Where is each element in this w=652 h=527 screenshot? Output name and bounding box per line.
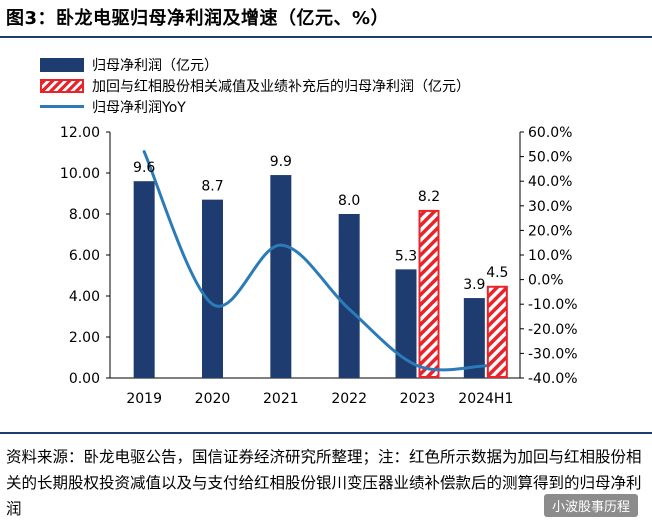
x-tick-label: 2022 (331, 391, 367, 407)
yoy-point (211, 302, 214, 306)
yoy-point (279, 243, 283, 247)
x-tick-label: 2021 (263, 391, 299, 407)
yoy-point (416, 364, 419, 368)
bar-label-net-profit: 9.6 (133, 160, 155, 176)
x-tick-label: 2019 (126, 391, 162, 407)
legend: 归母净利润（亿元） 加回与红相股份相关减值及业绩补充后的归母净利润（亿元） 归母… (40, 54, 470, 117)
bar-net-profit (133, 181, 155, 378)
bar-label-adjusted-profit: 8.2 (418, 189, 440, 205)
bar-label-net-profit: 3.9 (463, 277, 485, 293)
y-left-tick-label: 10.00 (60, 166, 100, 182)
title-rule (0, 36, 652, 38)
y-right-tick-label: -40.0% (528, 371, 578, 387)
bar-label-net-profit: 5.3 (395, 248, 417, 264)
bar-net-profit (270, 175, 292, 378)
y-left-tick-label: 12.00 (60, 125, 100, 141)
figure-title: 图3：卧龙电驱归母净利润及增速（亿元、%） (6, 8, 390, 29)
legend-label: 归母净利润YoY (92, 99, 186, 116)
legend-label: 加回与红相股份相关减值及业绩补充后的归母净利润（亿元） (92, 78, 470, 95)
y-right-tick-label: 40.0% (528, 174, 572, 190)
y-right-tick-label: 60.0% (528, 125, 572, 141)
legend-item-net-profit: 归母净利润（亿元） (40, 54, 470, 75)
bar-adjusted-profit (418, 209, 440, 378)
y-right-tick-label: 20.0% (528, 223, 572, 239)
y-right-tick-label: 10.0% (528, 248, 572, 264)
bar-label-net-profit: 9.9 (270, 154, 292, 170)
yoy-point (142, 150, 146, 154)
yoy-point (484, 364, 488, 368)
legend-item-yoy: 归母净利润YoY (40, 96, 470, 117)
y-left-tick-label: 0.00 (69, 371, 100, 387)
legend-item-adjusted-profit: 加回与红相股份相关减值及业绩补充后的归母净利润（亿元） (40, 75, 470, 96)
y-left-tick-label: 4.00 (69, 289, 100, 305)
x-tick-label: 2023 (400, 391, 436, 407)
legend-swatch-line (40, 105, 84, 108)
bar-label-net-profit: 8.0 (338, 193, 360, 209)
bar-net-profit (463, 298, 485, 378)
y-left-tick-label: 6.00 (69, 248, 100, 264)
y-right-tick-label: 50.0% (528, 150, 572, 166)
y-right-tick-label: -20.0% (528, 322, 578, 338)
watermark: 小波股事历程 (543, 494, 638, 517)
y-right-tick-label: -30.0% (528, 346, 578, 362)
chart-canvas: 0.00 2.00 4.00 6.00 8.00 10.00 12.00 -40.0% -30.… (60, 125, 578, 407)
y-right-tick-label: 30.0% (528, 199, 572, 215)
bars (133, 175, 508, 378)
bar-net-profit (338, 214, 360, 378)
bar-adjusted-profit (486, 285, 508, 378)
axes: 0.00 2.00 4.00 6.00 8.00 10.00 12.00 -40.0% -30.… (60, 125, 578, 407)
y-right-tick-label: 0.0% (528, 273, 564, 289)
yoy-point (347, 307, 351, 311)
legend-swatch-solid (40, 57, 84, 72)
bar-net-profit (202, 199, 223, 378)
y-left-tick-label: 2.00 (69, 330, 100, 346)
legend-label: 归母净利润（亿元） (92, 57, 218, 74)
y-left-tick-label: 8.00 (69, 207, 100, 223)
bar-label-adjusted-profit: 4.5 (486, 265, 508, 281)
legend-swatch-hatched (40, 78, 84, 93)
yoy-line (142, 150, 488, 372)
x-tick-label: 2024H1 (458, 391, 513, 407)
y-right-tick-label: -10.0% (528, 297, 578, 313)
data-labels: 9.6 8.7 9.9 8.0 5.3 8.2 3.94.5 (133, 154, 508, 293)
x-tick-label: 2020 (195, 391, 231, 407)
source-rule (0, 432, 652, 434)
bar-net-profit (395, 269, 417, 378)
source-note: 资料来源：卧龙电驱公告，国信证券经济研究所整理；注：红色所示数据为加回与红相股份… (6, 448, 642, 518)
bar-label-net-profit: 8.7 (201, 179, 223, 195)
